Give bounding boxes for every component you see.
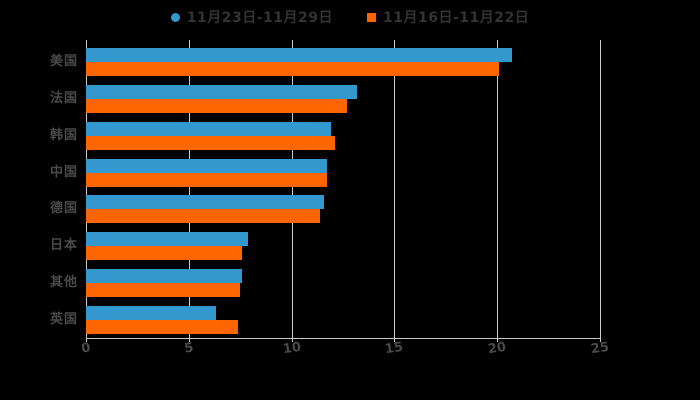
x-axis-tick-label-20: 20 (487, 339, 508, 358)
y-axis-label-美国: 美国 (49, 54, 78, 70)
y-axis-label-英国: 英国 (49, 311, 78, 327)
bar-row-德国 (86, 191, 600, 228)
legend-square-marker-icon (367, 12, 376, 22)
bar-series-0-日本[interactable] (86, 232, 249, 247)
bar-series-0-德国[interactable] (86, 195, 325, 210)
gridline (600, 40, 601, 338)
y-axis-label-法国: 法国 (49, 91, 78, 107)
gridline (497, 40, 499, 338)
bar-series-1-法国[interactable] (86, 99, 348, 114)
x-axis-tick-mark (86, 338, 87, 342)
x-axis-tick-label-0: 0 (80, 340, 92, 357)
y-axis-label-中国: 中国 (49, 164, 78, 180)
legend-item-1[interactable]: 11月16日-11月22日 (367, 7, 529, 27)
bar-row-其他 (86, 265, 600, 302)
bar-series-1-日本[interactable] (86, 246, 243, 261)
legend-item-label: 11月16日-11月22日 (383, 10, 530, 26)
x-axis-tick-mark (188, 338, 190, 342)
legend-item-label: 11月23日-11月29日 (186, 10, 333, 26)
gridline (188, 40, 190, 338)
x-axis-tick-mark (394, 338, 396, 342)
x-axis-tick-label-25: 25 (589, 339, 611, 358)
bar-row-韩国 (86, 118, 600, 155)
y-axis-label-韩国: 韩国 (49, 127, 78, 143)
y-axis-label-日本: 日本 (49, 238, 78, 254)
bar-series-1-美国[interactable] (86, 62, 500, 77)
x-axis-tick-mark (600, 338, 601, 342)
legend: 11月23日-11月29日 11月16日-11月22日 (0, 6, 700, 28)
y-axis-label-其他: 其他 (49, 274, 78, 290)
bar-row-法国 (86, 81, 600, 118)
bar-series-0-韩国[interactable] (86, 121, 331, 136)
bar-series-0-法国[interactable] (86, 85, 358, 100)
gridline (86, 40, 87, 338)
bar-series-1-其他[interactable] (86, 282, 241, 297)
bar-series-1-中国[interactable] (86, 172, 327, 187)
x-axis-tick-label-15: 15 (384, 339, 405, 358)
bar-row-日本 (86, 228, 600, 265)
x-axis-tick-mark (291, 338, 293, 342)
x-axis-tick-mark (497, 338, 499, 342)
gridline (394, 40, 396, 338)
x-axis-tick-label-10: 10 (281, 339, 302, 358)
bar-row-美国 (86, 44, 600, 81)
bar-series-1-英国[interactable] (86, 319, 239, 334)
bar-series-0-其他[interactable] (86, 268, 243, 283)
bar-series-0-中国[interactable] (86, 158, 327, 173)
y-axis-label-德国: 德国 (49, 201, 78, 217)
bar-series-0-美国[interactable] (86, 48, 512, 63)
gridline (291, 40, 293, 338)
bar-series-1-德国[interactable] (86, 209, 321, 224)
y-axis: 美国法国韩国中国德国日本其他英国 (0, 44, 78, 338)
plot-area (86, 40, 601, 339)
bar-row-中国 (86, 154, 600, 191)
bar-series-1-韩国[interactable] (86, 135, 335, 150)
bar-series-0-英国[interactable] (86, 305, 216, 320)
legend-item-0[interactable]: 11月23日-11月29日 (170, 7, 333, 27)
x-axis-tick-label-5: 5 (183, 340, 195, 357)
bar-row-英国 (86, 301, 600, 338)
x-axis: 0 5 10 15 20 25 (80, 338, 610, 359)
legend-circle-marker-icon (170, 12, 180, 22)
